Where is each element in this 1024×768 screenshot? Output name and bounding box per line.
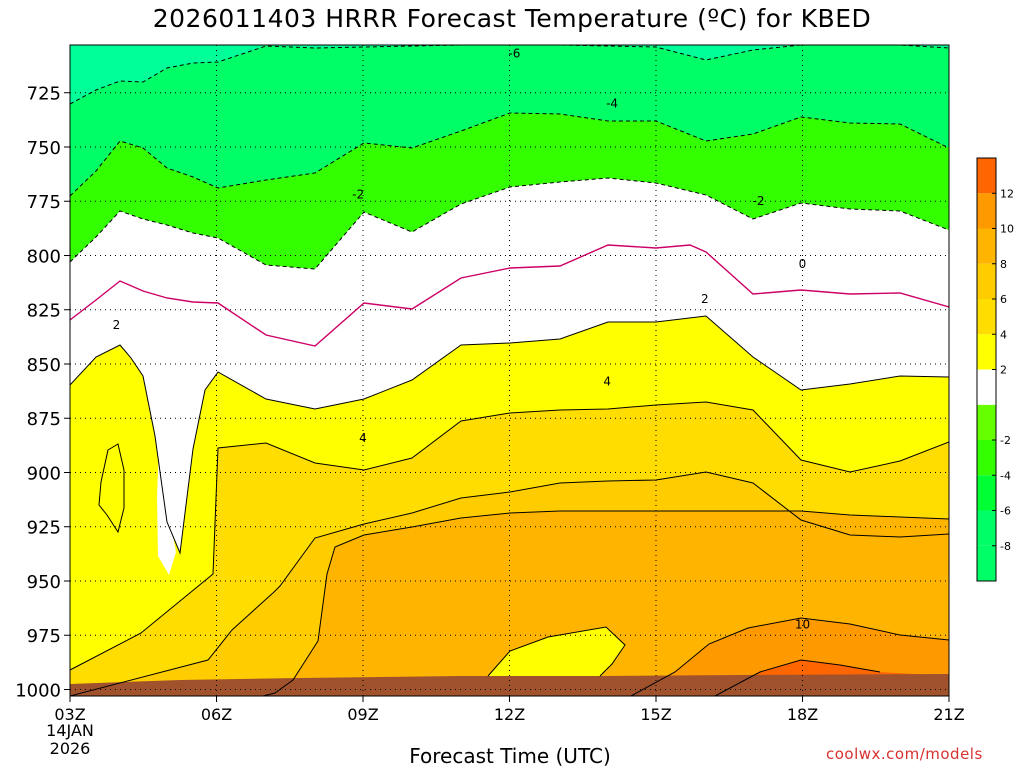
y-tick-label: 825: [27, 301, 61, 322]
contour-cold-island: [98, 443, 125, 534]
y-tick-label: 975: [27, 626, 61, 647]
contour-value-label: -4: [606, 97, 618, 111]
cold-island-04z: [99, 444, 124, 532]
y-tick-label: 775: [27, 192, 61, 213]
contour-12: [714, 659, 881, 696]
colorbar-swatch: [977, 440, 996, 476]
x-tick-label: 12Z: [494, 705, 525, 724]
y-tick-label: 850: [27, 355, 61, 376]
contour-value-label: 2: [113, 318, 121, 332]
x-tick-label: 09Z: [347, 705, 378, 724]
date-label-day: 14JAN: [46, 721, 94, 740]
contour-minus2-upper: [70, 177, 949, 270]
y-tick-label: 875: [27, 409, 61, 430]
colorbar-tick-label: -6: [1000, 505, 1011, 518]
contour-value-label: -2: [753, 194, 765, 208]
contour-minus4: [70, 112, 949, 197]
contour-6: [70, 471, 949, 696]
contour-value-label: -6: [508, 47, 520, 61]
contour-value-label: 0: [799, 257, 807, 271]
x-axis: 03Z 06Z 09Z 12Z 15Z 18Z 21Z: [54, 696, 965, 724]
colorbar-tick-label: 12: [1000, 187, 1014, 200]
contour-2: [70, 315, 949, 555]
white-pocket-05z: [157, 384, 176, 575]
contour-value-label: 2: [701, 292, 709, 306]
y-axis: 725 750 775 800 825 850 875 900 925 950 975 1000: [15, 84, 70, 701]
x-tick-label: 18Z: [787, 705, 818, 724]
colorbar-swatch: [977, 228, 996, 264]
y-tick-label: 925: [27, 518, 61, 539]
colorbar-swatch: [977, 193, 996, 229]
colorbar-swatch: [977, 510, 996, 546]
warm-pocket-12z-14z: [488, 627, 625, 678]
contour-4: [70, 401, 949, 671]
y-tick-label: 800: [27, 246, 61, 267]
colorbar-tick-label: 4: [1000, 328, 1007, 341]
contour-value-label: 4: [359, 431, 367, 445]
colorbar-tick-label: 6: [1000, 293, 1007, 306]
contour-value-label: 4: [603, 374, 611, 388]
contour-value-label: -2: [352, 188, 364, 202]
contour-8: [262, 510, 949, 696]
contour-10: [630, 617, 949, 696]
x-tick-label: 21Z: [933, 705, 964, 724]
colorbar-tick-label: -4: [1000, 469, 1011, 482]
colorbar-swatch: [977, 263, 996, 299]
x-tick-label: 15Z: [640, 705, 671, 724]
y-tick-label: 725: [27, 84, 61, 105]
x-tick-label: 06Z: [201, 705, 232, 724]
colorbar-swatch: [977, 369, 996, 405]
contour-warm-pocket: [487, 626, 626, 677]
colorbar-tick-label: -8: [1000, 540, 1011, 553]
colorbar-swatch: [977, 299, 996, 335]
chart-title: 2026011403 HRRR Forecast Temperature (ºC…: [152, 4, 872, 33]
colorbar-swatch: [977, 475, 996, 511]
colorbar-swatch: [977, 158, 996, 194]
colorbar-tick-label: 2: [1000, 364, 1007, 377]
y-tick-label: 900: [27, 463, 61, 484]
source-credit[interactable]: coolwx.com/models: [826, 745, 983, 763]
colorbar-tick-label: 10: [1000, 223, 1014, 236]
colorbar-tick-label: 8: [1000, 258, 1007, 271]
x-axis-label: Forecast Time (UTC): [409, 744, 611, 768]
contour-label-layer: -6 -4 -2 -2 0 2 2 4 4 10: [113, 47, 811, 632]
colorbar: 12 10 8 6 4 2 -2 -4 -6 -8: [976, 157, 1014, 582]
y-tick-label: 1000: [15, 680, 61, 701]
y-tick-label: 950: [27, 572, 61, 593]
date-label-year: 2026: [49, 739, 91, 758]
colorbar-tick-label: -2: [1000, 434, 1011, 447]
x-tick-label: 03Z: [54, 705, 85, 724]
contour-value-label: 10: [795, 617, 810, 631]
y-tick-label: 750: [27, 138, 61, 159]
colorbar-swatch: [977, 334, 996, 370]
colorbar-swatch: [977, 404, 996, 440]
contour-0: [70, 244, 949, 347]
colorbar-swatch: [977, 545, 996, 581]
